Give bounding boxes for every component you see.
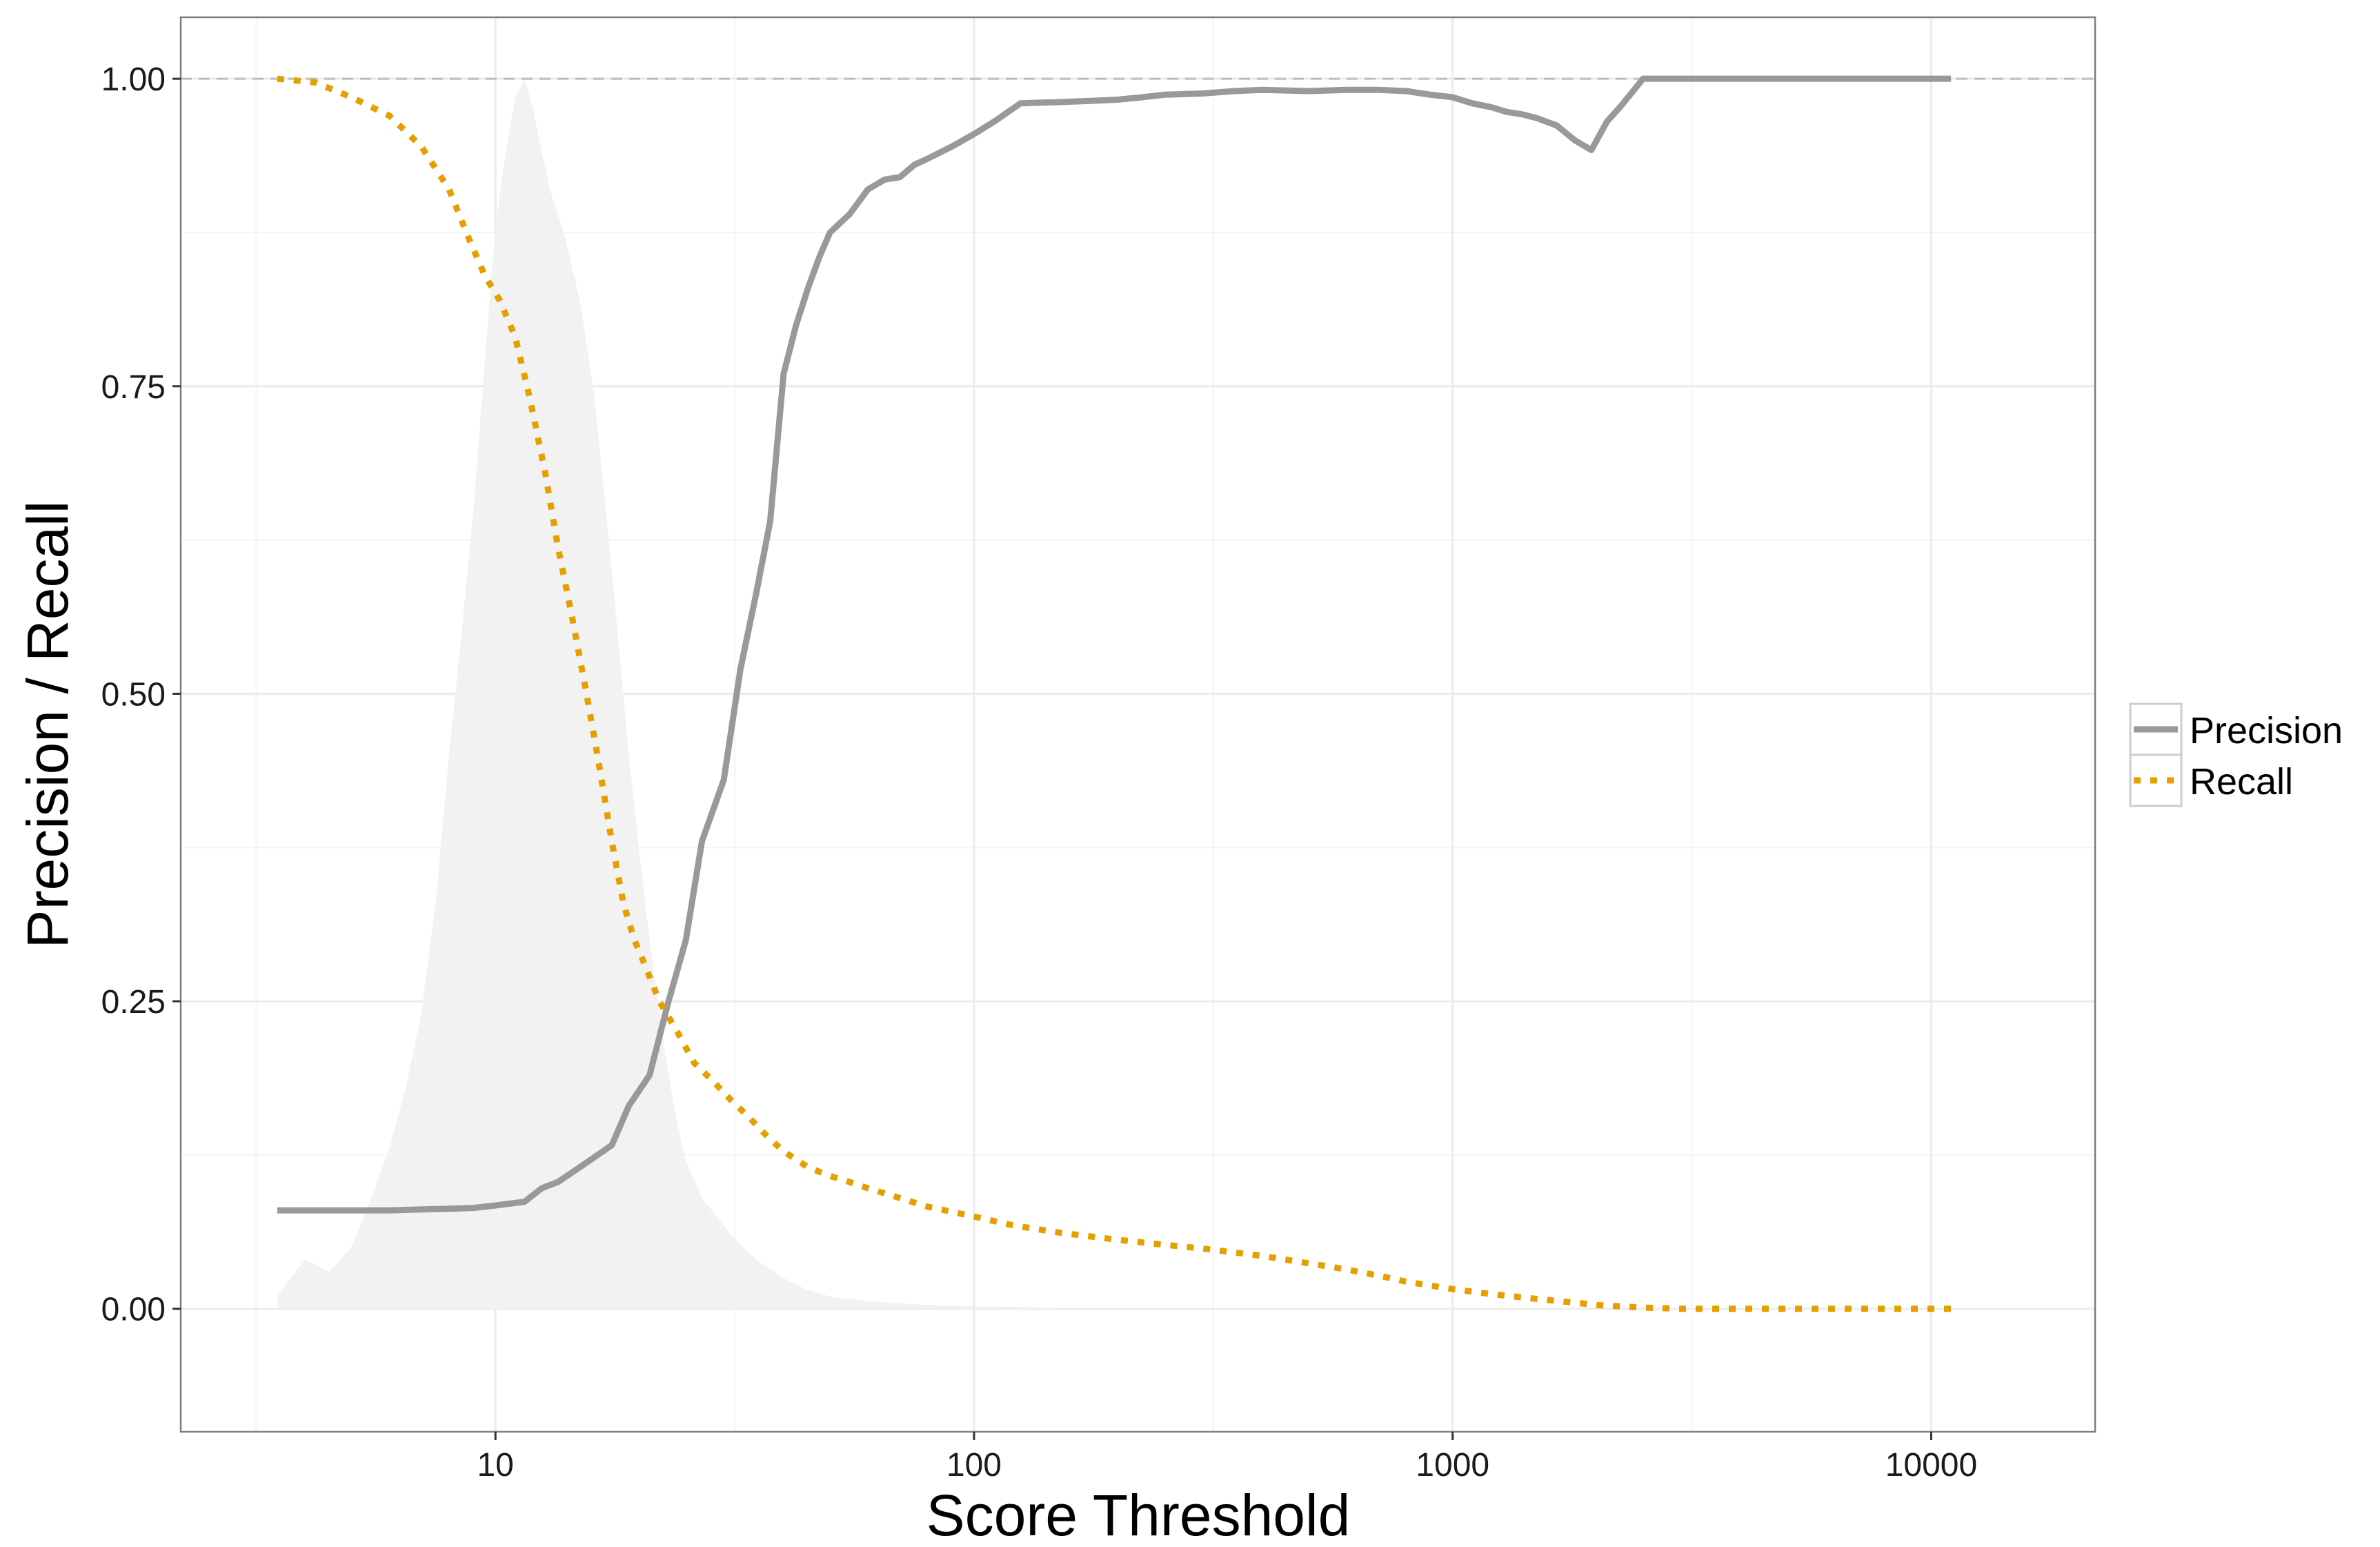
y-tick-label: 0.25 — [101, 984, 166, 1021]
y-tick-label: 0.50 — [101, 676, 166, 713]
x-tick-label: 10 — [477, 1447, 513, 1484]
legend-label-recall: Recall — [2190, 761, 2293, 802]
x-tick-label: 10000 — [1885, 1447, 1977, 1484]
y-tick-label: 1.00 — [101, 61, 166, 98]
precision-line — [277, 75, 1952, 1214]
x-tick-label: 1000 — [1416, 1447, 1489, 1484]
recall-line — [277, 75, 1952, 1312]
x-tick-label: 100 — [946, 1447, 1002, 1484]
x-axis-title: Score Threshold — [926, 1483, 1351, 1547]
plot-border — [179, 16, 2096, 1433]
y-axis-title: Precision / Recall — [15, 501, 80, 949]
score-density-area — [277, 79, 1059, 1309]
legend: Precision Recall — [2129, 702, 2343, 807]
x-axis: 10 100 1000 10000 — [477, 1432, 1977, 1484]
y-axis: 0.00 0.25 0.50 0.75 1.00 — [101, 61, 181, 1328]
y-tick-label: 0.00 — [101, 1292, 166, 1328]
legend-label-precision: Precision — [2190, 710, 2343, 751]
y-tick-label: 0.75 — [101, 369, 166, 406]
